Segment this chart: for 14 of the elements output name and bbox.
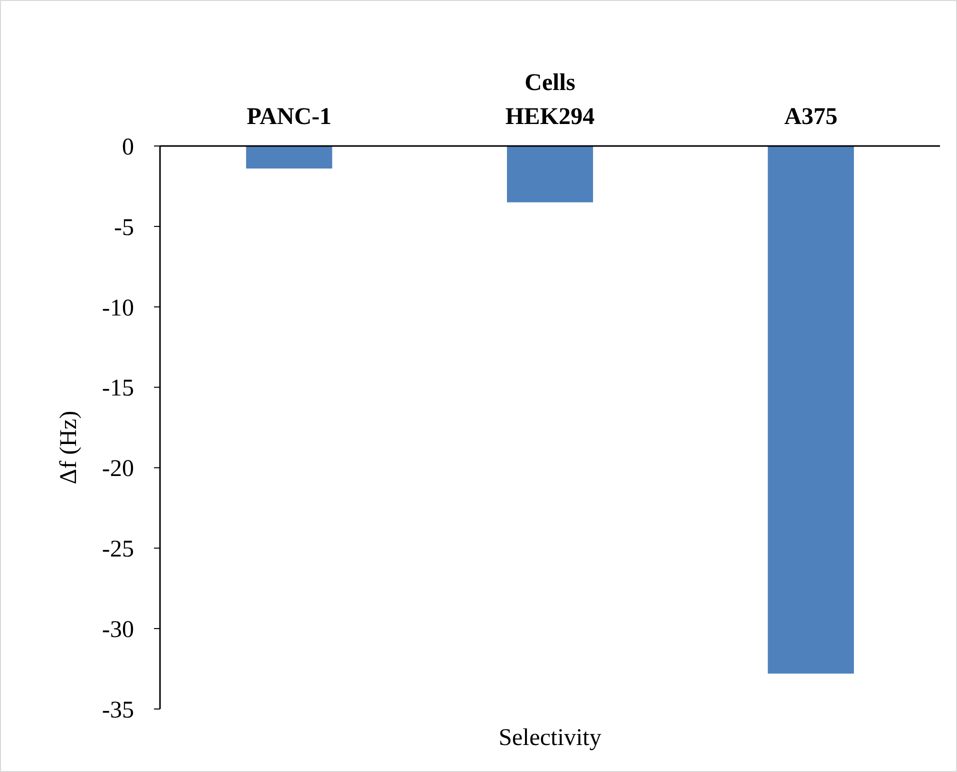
text: Selectivity <box>498 725 602 751</box>
y-tick-label: -35 <box>102 697 134 724</box>
x-tick-label: PANC-1 <box>246 104 332 130</box>
y-tick-label: 0 <box>122 134 134 160</box>
y-tick-label: -5 <box>114 214 134 241</box>
y-tick-label: -20 <box>102 456 134 482</box>
y-tick-label: -15 <box>102 376 134 402</box>
y-tick-label: -10 <box>102 295 134 322</box>
x-tick-label: A375 <box>784 104 838 130</box>
x-axis-title: Cells <box>524 70 576 96</box>
x-tick-label: HEK294 <box>505 104 595 130</box>
y-tick-label: -30 <box>102 616 134 643</box>
y-axis-title: Δf (Hz) <box>56 410 82 484</box>
y-tick-label: -25 <box>102 536 134 563</box>
